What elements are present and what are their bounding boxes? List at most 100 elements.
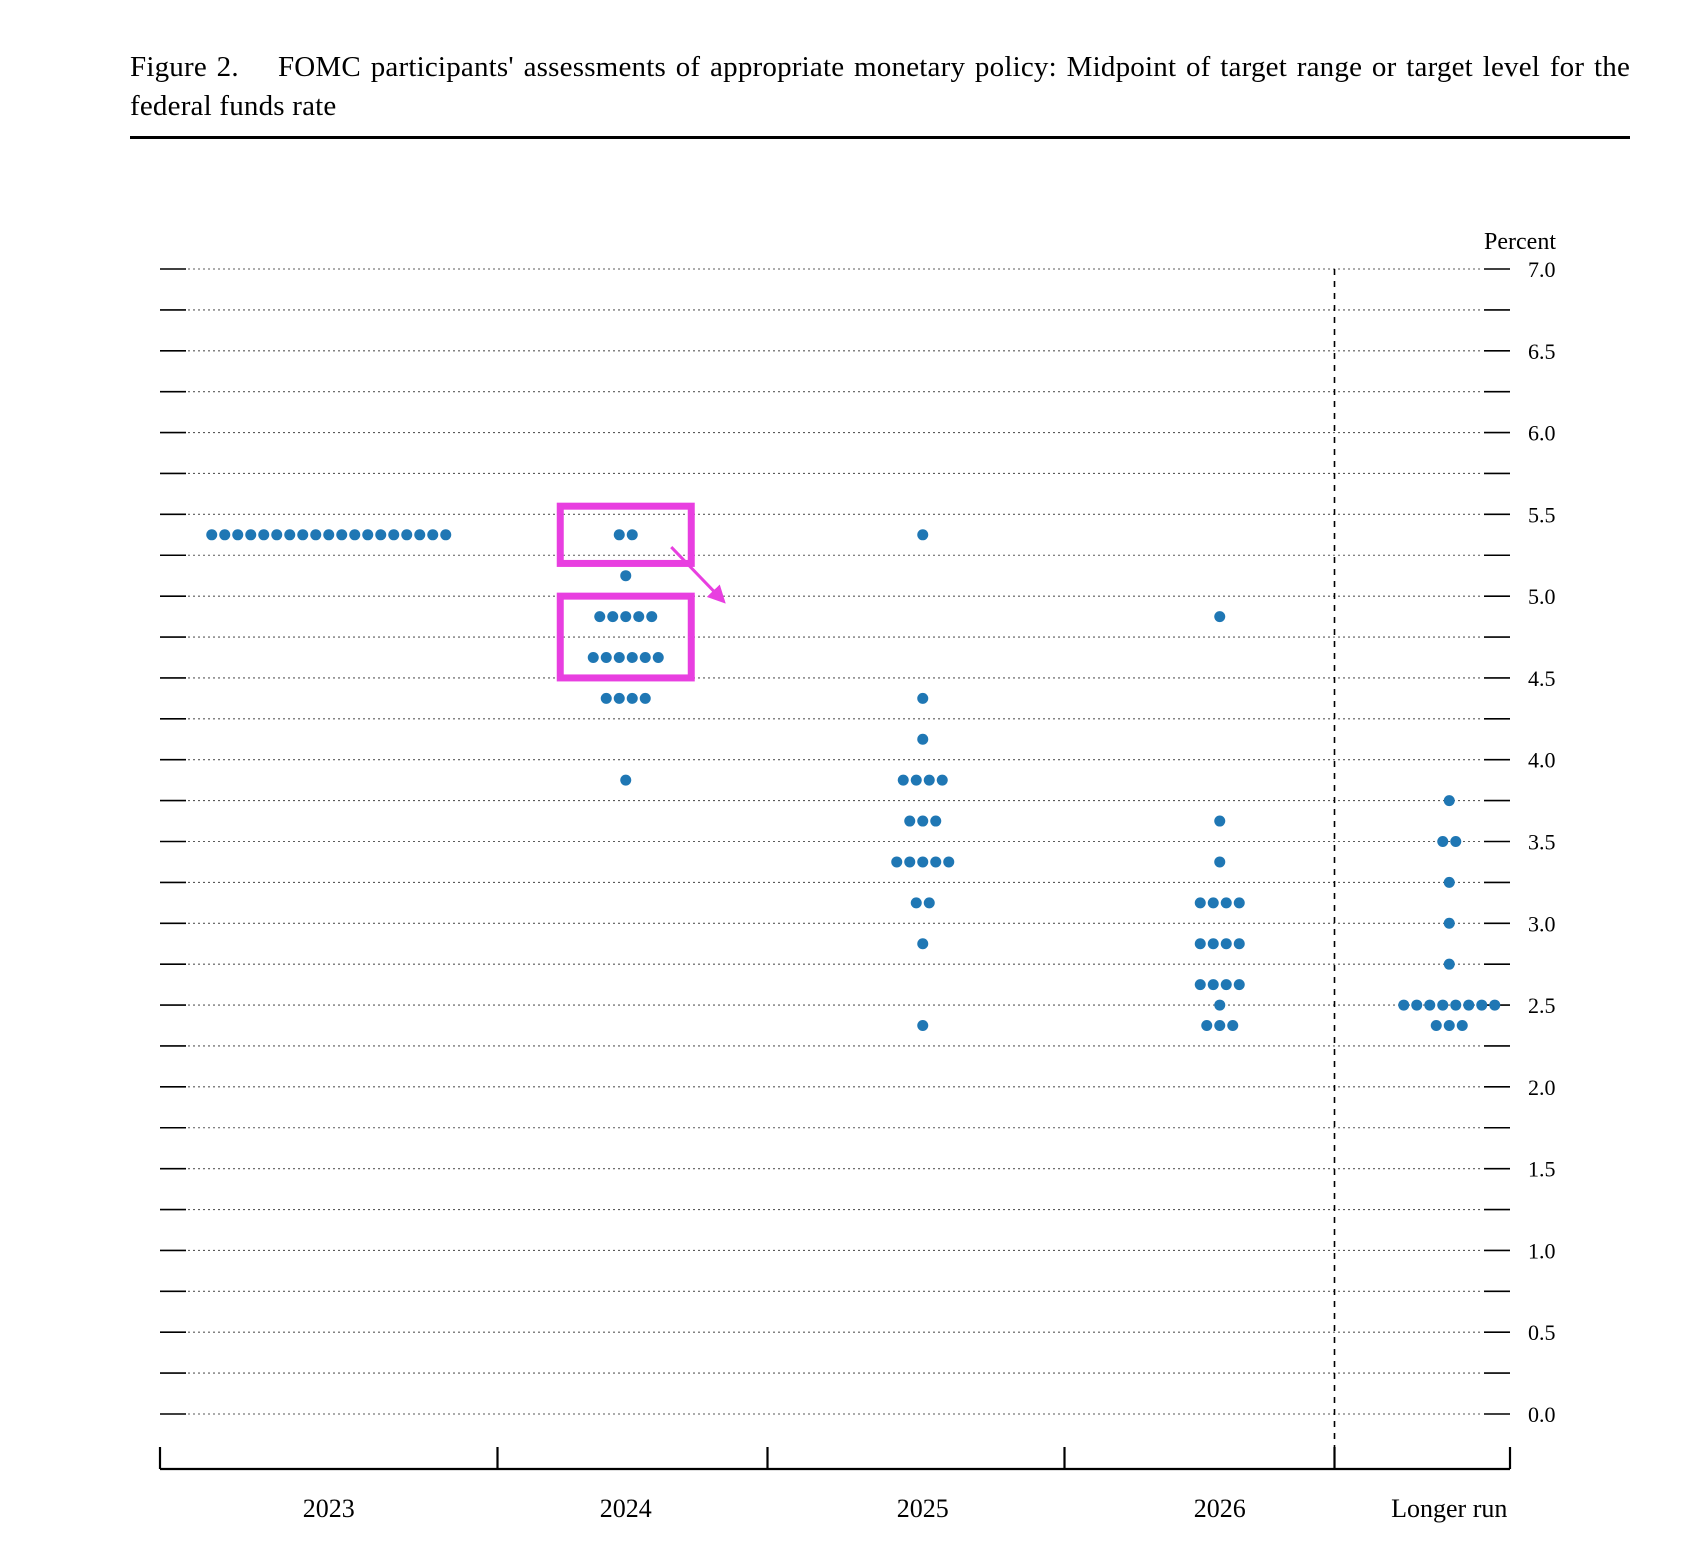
dot (427, 530, 438, 541)
dot (594, 611, 605, 622)
y-tick-label: 5.0 (1528, 584, 1556, 609)
dot (640, 652, 651, 663)
dot (1221, 939, 1232, 950)
dot (1214, 611, 1225, 622)
dot (943, 857, 954, 868)
dot (1437, 836, 1448, 847)
dot (1476, 1000, 1487, 1011)
dot (1463, 1000, 1474, 1011)
dot (1214, 1000, 1225, 1011)
dot (219, 530, 230, 541)
dot (601, 652, 612, 663)
figure-caption: Figure 2. FOMC participants' assessments… (130, 48, 1630, 126)
y-tick-label: 0.0 (1528, 1402, 1556, 1427)
dot (1450, 836, 1461, 847)
dot (917, 530, 928, 541)
dot (924, 898, 935, 909)
dot (627, 652, 638, 663)
dot (1208, 898, 1219, 909)
y-tick-label: 0.5 (1528, 1320, 1556, 1345)
dot (362, 530, 373, 541)
dot (1227, 1020, 1238, 1031)
dot-plot-chart: 0.00.51.01.52.02.53.03.54.04.55.05.56.06… (130, 209, 1630, 1529)
x-axis: 2023202420252026Longer run (160, 1447, 1510, 1523)
x-axis-label: 2024 (600, 1494, 652, 1523)
dot (614, 530, 625, 541)
dot (1444, 1020, 1455, 1031)
dot (1234, 979, 1245, 990)
dot (1208, 939, 1219, 950)
dot (1450, 1000, 1461, 1011)
dot (1208, 979, 1219, 990)
y-tick-label: 7.0 (1528, 257, 1556, 282)
y-tick-label: 1.0 (1528, 1239, 1556, 1264)
dot (924, 775, 935, 786)
dot (1424, 1000, 1435, 1011)
dot (620, 611, 631, 622)
dot (904, 857, 915, 868)
dot (1234, 939, 1245, 950)
dot (917, 734, 928, 745)
dot (245, 530, 256, 541)
dot (1201, 1020, 1212, 1031)
figure-caption-body: FOMC participants' assessments of approp… (130, 51, 1630, 122)
y-tick-label: 3.5 (1528, 830, 1556, 855)
dot (614, 693, 625, 704)
dot (349, 530, 360, 541)
y-tick-label: 2.5 (1528, 993, 1556, 1018)
dot (917, 693, 928, 704)
dot (653, 652, 664, 663)
dot (414, 530, 425, 541)
dot (1195, 898, 1206, 909)
dot (911, 898, 922, 909)
gridlines: 0.00.51.01.52.02.53.03.54.04.55.05.56.06… (160, 257, 1556, 1427)
x-axis-label: 2025 (897, 1494, 949, 1523)
dot (620, 570, 631, 581)
dot (284, 530, 295, 541)
dots-layer (206, 530, 1500, 1032)
y-axis-label: Percent (1484, 229, 1556, 255)
dot (258, 530, 269, 541)
dot (401, 530, 412, 541)
dot (588, 652, 599, 663)
dot (930, 816, 941, 827)
annotations (560, 506, 723, 678)
y-tick-label: 6.5 (1528, 339, 1556, 364)
dot (1431, 1020, 1442, 1031)
dot (1411, 1000, 1422, 1011)
dot (620, 775, 631, 786)
figure-rule (130, 136, 1630, 139)
dot (1444, 795, 1455, 806)
dot (336, 530, 347, 541)
y-tick-label: 2.0 (1528, 1075, 1556, 1100)
dot (388, 530, 399, 541)
dot (1234, 898, 1245, 909)
y-tick-label: 1.5 (1528, 1157, 1556, 1182)
dot (627, 693, 638, 704)
dot (898, 775, 909, 786)
dot (323, 530, 334, 541)
dot (375, 530, 386, 541)
dot (937, 775, 948, 786)
y-tick-label: 4.5 (1528, 666, 1556, 691)
dot (917, 857, 928, 868)
dot (440, 530, 451, 541)
dot (1214, 857, 1225, 868)
dot (627, 530, 638, 541)
dot (601, 693, 612, 704)
y-tick-label: 5.5 (1528, 503, 1556, 528)
dot (1444, 918, 1455, 929)
dot (1457, 1020, 1468, 1031)
figure-caption-prefix: Figure 2. (130, 51, 239, 83)
dot (1195, 979, 1206, 990)
dot (310, 530, 321, 541)
dot (1221, 979, 1232, 990)
dot (1437, 1000, 1448, 1011)
dot (614, 652, 625, 663)
dot (1195, 939, 1206, 950)
dot (633, 611, 644, 622)
dot (640, 693, 651, 704)
dot (1214, 816, 1225, 827)
dot (904, 816, 915, 827)
x-axis-label: 2023 (303, 1494, 355, 1523)
